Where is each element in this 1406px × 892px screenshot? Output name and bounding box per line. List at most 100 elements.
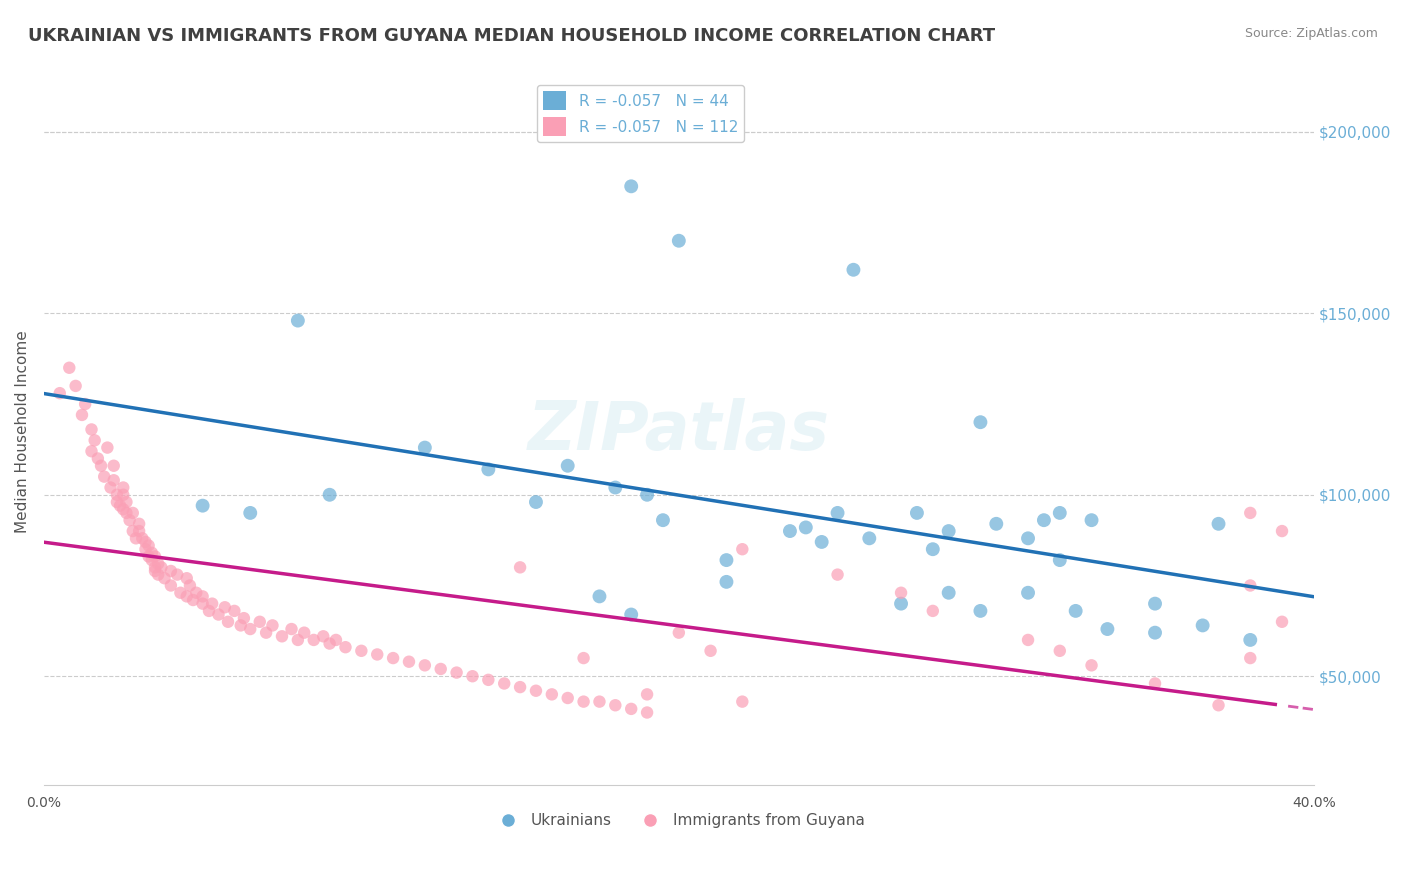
- Point: [302, 632, 325, 647]
- Point: [731, 695, 754, 709]
- Point: [207, 607, 229, 622]
- Point: [70, 408, 93, 422]
- Point: [921, 604, 943, 618]
- Point: [121, 524, 143, 538]
- Point: [153, 571, 176, 585]
- Point: [716, 574, 738, 589]
- Point: [176, 590, 198, 604]
- Point: [186, 586, 208, 600]
- Point: [461, 669, 484, 683]
- Point: [191, 597, 214, 611]
- Point: [588, 590, 610, 604]
- Text: UKRAINIAN VS IMMIGRANTS FROM GUYANA MEDIAN HOUSEHOLD INCOME CORRELATION CHART: UKRAINIAN VS IMMIGRANTS FROM GUYANA MEDI…: [28, 27, 995, 45]
- Point: [191, 499, 214, 513]
- Point: [1049, 553, 1071, 567]
- Point: [239, 506, 262, 520]
- Point: [938, 586, 960, 600]
- Point: [191, 590, 214, 604]
- Point: [176, 571, 198, 585]
- Point: [143, 549, 166, 564]
- Point: [716, 553, 738, 567]
- Point: [1271, 524, 1294, 538]
- Point: [143, 560, 166, 574]
- Point: [134, 542, 156, 557]
- Point: [509, 560, 531, 574]
- Point: [636, 706, 658, 720]
- Point: [287, 313, 309, 327]
- Point: [636, 687, 658, 701]
- Point: [198, 604, 221, 618]
- Point: [1064, 604, 1087, 618]
- Point: [166, 567, 188, 582]
- Point: [138, 549, 160, 564]
- Point: [477, 462, 499, 476]
- Point: [398, 655, 420, 669]
- Point: [271, 629, 294, 643]
- Point: [318, 636, 340, 650]
- Point: [96, 441, 118, 455]
- Point: [128, 516, 150, 531]
- Point: [620, 702, 643, 716]
- Point: [131, 531, 153, 545]
- Point: [1049, 644, 1071, 658]
- Text: ZIPatlas: ZIPatlas: [527, 398, 830, 464]
- Point: [312, 629, 335, 643]
- Point: [160, 564, 183, 578]
- Point: [1017, 531, 1039, 545]
- Point: [1080, 513, 1102, 527]
- Point: [80, 422, 103, 436]
- Point: [112, 488, 135, 502]
- Point: [1144, 597, 1167, 611]
- Point: [1239, 651, 1261, 665]
- Point: [636, 488, 658, 502]
- Point: [509, 680, 531, 694]
- Point: [49, 386, 72, 401]
- Point: [1239, 578, 1261, 592]
- Point: [148, 557, 170, 571]
- Point: [125, 531, 148, 545]
- Point: [93, 469, 115, 483]
- Point: [232, 611, 254, 625]
- Point: [292, 625, 315, 640]
- Point: [229, 618, 252, 632]
- Point: [1271, 615, 1294, 629]
- Point: [1191, 618, 1213, 632]
- Point: [121, 506, 143, 520]
- Point: [1208, 698, 1230, 713]
- Point: [969, 415, 991, 429]
- Point: [572, 695, 595, 709]
- Point: [652, 513, 675, 527]
- Point: [239, 622, 262, 636]
- Point: [620, 179, 643, 194]
- Point: [477, 673, 499, 687]
- Point: [318, 488, 340, 502]
- Point: [1144, 676, 1167, 690]
- Point: [112, 502, 135, 516]
- Point: [620, 607, 643, 622]
- Point: [325, 632, 347, 647]
- Point: [217, 615, 239, 629]
- Point: [858, 531, 880, 545]
- Point: [905, 506, 928, 520]
- Point: [90, 458, 112, 473]
- Point: [429, 662, 451, 676]
- Point: [413, 441, 436, 455]
- Point: [115, 495, 138, 509]
- Point: [112, 481, 135, 495]
- Point: [890, 586, 912, 600]
- Point: [921, 542, 943, 557]
- Point: [557, 458, 579, 473]
- Point: [1144, 625, 1167, 640]
- Point: [143, 564, 166, 578]
- Point: [335, 640, 357, 655]
- Point: [141, 553, 163, 567]
- Point: [794, 520, 817, 534]
- Y-axis label: Median Household Income: Median Household Income: [15, 330, 30, 533]
- Point: [668, 234, 690, 248]
- Point: [280, 622, 302, 636]
- Point: [605, 698, 627, 713]
- Point: [668, 625, 690, 640]
- Point: [108, 499, 131, 513]
- Point: [986, 516, 1008, 531]
- Point: [75, 397, 97, 411]
